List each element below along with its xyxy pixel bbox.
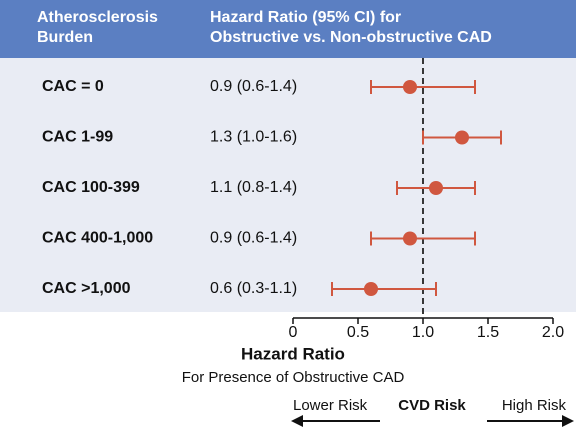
column-header: Burden (37, 29, 93, 46)
row-label: CAC 400-1,000 (42, 230, 153, 247)
column-header: Hazard Ratio (95% CI) for (210, 9, 401, 26)
point (364, 282, 378, 296)
row-label: CAC 1-99 (42, 129, 113, 146)
point (455, 130, 469, 145)
value-label: 1.1 (0.8-1.4) (210, 179, 297, 196)
value-label: 0.6 (0.3-1.1) (210, 280, 297, 297)
x-tick-label: 1.0 (412, 324, 434, 341)
higher-arrow-head (562, 415, 574, 427)
x-tick-label: 0.5 (347, 324, 369, 341)
value-label: 1.3 (1.0-1.6) (210, 129, 297, 146)
x-tick-label: 2.0 (542, 324, 564, 341)
lower-risk-label: Lower Risk (293, 397, 368, 414)
column-header: Obstructive vs. Non-obstructive CAD (210, 29, 492, 46)
x-tick-label: 1.5 (477, 324, 499, 341)
lower-arrow-head (291, 415, 303, 427)
point (403, 80, 417, 94)
x-axis-subtitle: For Presence of Obstructive CAD (182, 369, 405, 386)
value-label: 0.9 (0.6-1.4) (210, 78, 297, 95)
high-risk-label: High Risk (502, 397, 567, 414)
header-band (0, 0, 576, 58)
point (429, 181, 443, 195)
row-label: CAC = 0 (42, 78, 104, 95)
value-label: 0.9 (0.6-1.4) (210, 230, 297, 247)
center-label: CVD Risk (398, 397, 466, 414)
point (403, 231, 417, 246)
x-axis-title: Hazard Ratio (241, 344, 345, 363)
row-label: CAC >1,000 (42, 280, 131, 297)
x-tick-label: 0 (289, 324, 298, 341)
column-header: Atherosclerosis (37, 9, 158, 26)
row-label: CAC 100-399 (42, 179, 140, 196)
body-band (0, 58, 576, 312)
